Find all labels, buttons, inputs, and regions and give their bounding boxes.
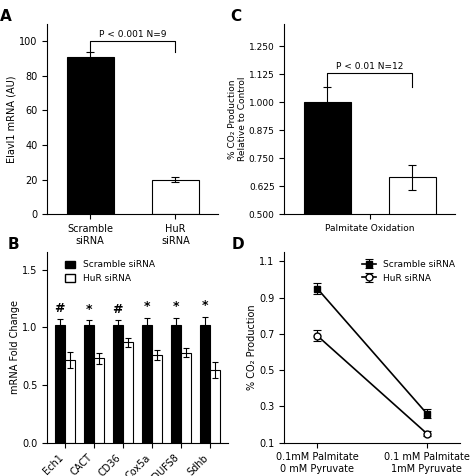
Text: #: # (55, 302, 65, 315)
Legend: Scramble siRNA, HuR siRNA: Scramble siRNA, HuR siRNA (61, 257, 158, 287)
Bar (152, 355, 162, 443)
Text: *: * (173, 300, 179, 313)
Bar (65, 359, 75, 443)
Bar (210, 370, 220, 443)
Text: #: # (113, 303, 123, 316)
Y-axis label: % CO₂ Production
Relative to Control: % CO₂ Production Relative to Control (228, 77, 247, 161)
Text: *: * (202, 299, 208, 312)
Bar (181, 353, 191, 443)
Text: P < 0.001 N=9: P < 0.001 N=9 (99, 30, 166, 40)
Legend: Scramble siRNA, HuR siRNA: Scramble siRNA, HuR siRNA (359, 257, 459, 287)
Text: C: C (230, 9, 241, 24)
Bar (84, 325, 94, 443)
Bar (171, 325, 181, 443)
Text: P < 0.01 N=12: P < 0.01 N=12 (336, 62, 403, 71)
Text: B: B (8, 237, 19, 252)
Y-axis label: Elavl1 mRNA (AU): Elavl1 mRNA (AU) (7, 75, 17, 163)
Bar (55, 325, 65, 443)
Bar (94, 358, 104, 443)
Bar (142, 325, 152, 443)
Bar (389, 177, 436, 326)
Bar (152, 179, 199, 214)
Y-axis label: mRNA Fold Change: mRNA Fold Change (9, 300, 19, 395)
Text: A: A (0, 9, 11, 24)
Bar (200, 325, 210, 443)
Text: D: D (232, 237, 245, 252)
Bar (66, 57, 114, 214)
Y-axis label: % CO₂ Production: % CO₂ Production (246, 305, 256, 390)
Text: *: * (85, 303, 92, 316)
Bar (123, 342, 133, 443)
Text: *: * (144, 300, 150, 313)
Bar (303, 102, 350, 326)
Bar (113, 325, 123, 443)
